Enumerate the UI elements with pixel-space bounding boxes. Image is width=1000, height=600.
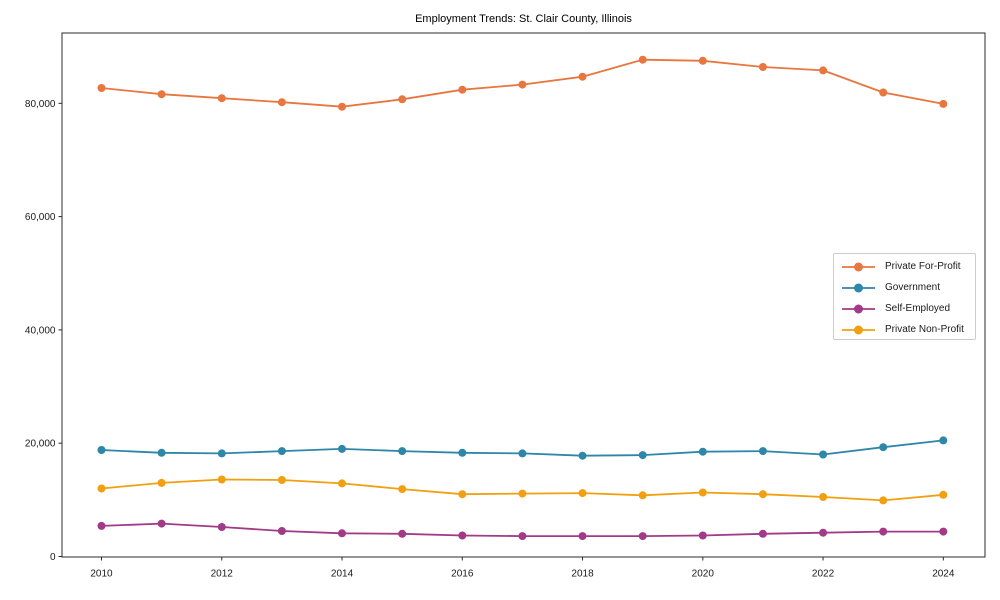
x-tick-label: 2016	[451, 569, 474, 580]
x-tick-label: 2024	[932, 569, 955, 580]
data-point-self-employed-2024	[939, 527, 948, 536]
x-tick-label: 2022	[812, 569, 835, 580]
data-point-private-for-profit-2014	[338, 102, 346, 111]
data-point-self-employed-2014	[338, 529, 346, 538]
data-point-private-non-profit-2019	[638, 491, 647, 500]
legend-label: Government	[885, 282, 941, 293]
legend-dot	[854, 262, 863, 271]
data-point-private-for-profit-2011	[157, 90, 166, 99]
data-point-private-for-profit-2024	[939, 99, 948, 108]
data-point-self-employed-2010	[97, 521, 106, 530]
legend-dot	[854, 325, 863, 334]
data-point-private-non-profit-2018	[578, 489, 587, 498]
data-point-private-for-profit-2013	[277, 98, 286, 107]
data-point-self-employed-2013	[277, 527, 286, 535]
data-point-private-for-profit-2021	[758, 63, 767, 71]
data-point-private-for-profit-2018	[578, 72, 587, 81]
y-tick-label: 60,000	[25, 212, 56, 223]
x-tick-label: 2010	[90, 569, 113, 580]
data-point-self-employed-2015	[398, 529, 407, 538]
legend-label: Self-Employed	[885, 303, 951, 314]
data-point-self-employed-2011	[157, 519, 166, 528]
plot-border	[61, 32, 986, 558]
data-point-private-non-profit-2011	[157, 478, 166, 487]
legend-label: Private For-Profit	[885, 261, 961, 272]
data-point-private-non-profit-2012	[217, 475, 226, 484]
data-point-government-2018	[578, 451, 587, 460]
data-point-private-non-profit-2016	[458, 490, 467, 499]
data-point-government-2013	[277, 447, 286, 456]
data-point-government-2024	[939, 436, 948, 445]
data-point-private-for-profit-2017	[518, 80, 527, 89]
data-point-government-2023	[879, 443, 888, 452]
data-point-private-for-profit-2012	[217, 94, 226, 103]
data-point-self-employed-2019	[638, 532, 647, 541]
data-point-self-employed-2018	[578, 532, 587, 541]
data-point-government-2022	[819, 450, 828, 459]
data-point-private-for-profit-2020	[698, 56, 707, 65]
legend-marker-icon	[842, 304, 875, 313]
data-point-private-non-profit-2010	[97, 484, 106, 493]
y-tick-label: 40,000	[25, 325, 56, 336]
y-tick-label: 0	[50, 552, 56, 563]
x-tick-label: 2020	[692, 569, 715, 580]
data-point-government-2012	[217, 449, 226, 458]
data-point-private-non-profit-2024	[939, 490, 948, 499]
data-point-self-employed-2020	[698, 531, 707, 540]
data-point-private-non-profit-2022	[819, 493, 828, 501]
chart-legend: Private For-Profit Government Self-Employe…	[833, 253, 976, 340]
data-point-private-for-profit-2019	[638, 55, 647, 64]
y-tick-label: 20,000	[25, 439, 56, 450]
data-point-self-employed-2021	[758, 529, 767, 538]
data-point-government-2019	[638, 451, 647, 460]
legend-marker-icon	[842, 262, 875, 271]
x-tick-label: 2014	[331, 569, 354, 580]
data-point-self-employed-2016	[458, 531, 467, 540]
data-point-private-non-profit-2021	[758, 490, 767, 499]
chart-title: Employment Trends: St. Clair County, Ill…	[415, 13, 632, 25]
data-point-private-non-profit-2020	[698, 488, 707, 497]
legend-label: Private Non-Profit	[885, 324, 964, 335]
legend-dot	[854, 283, 863, 292]
data-point-self-employed-2023	[879, 527, 888, 536]
data-point-self-employed-2022	[819, 528, 828, 537]
legend-item-self-employed: Self-Employed	[841, 298, 975, 319]
data-point-government-2021	[758, 447, 767, 456]
data-point-private-non-profit-2017	[518, 489, 527, 498]
data-point-government-2020	[698, 447, 707, 456]
legend-item-private-for-profit: Private For-Profit	[841, 256, 975, 277]
data-point-self-employed-2012	[217, 523, 226, 531]
data-point-private-for-profit-2015	[398, 95, 407, 104]
x-tick-label: 2012	[211, 569, 234, 580]
data-point-private-non-profit-2013	[277, 476, 286, 484]
data-point-government-2010	[97, 446, 106, 454]
legend-marker-icon	[842, 283, 875, 292]
legend-dot	[854, 304, 863, 313]
data-point-private-for-profit-2023	[879, 88, 888, 97]
data-point-private-for-profit-2022	[819, 66, 828, 75]
data-point-private-for-profit-2010	[97, 84, 106, 92]
data-point-government-2011	[157, 448, 166, 457]
data-point-private-non-profit-2023	[879, 496, 888, 505]
data-point-private-non-profit-2015	[398, 485, 407, 494]
y-tick-label: 80,000	[25, 99, 56, 110]
data-point-government-2015	[398, 447, 407, 456]
data-point-self-employed-2017	[518, 532, 527, 541]
legend-item-government: Government	[841, 277, 975, 298]
x-tick-label: 2018	[571, 569, 594, 580]
data-point-government-2016	[458, 448, 467, 457]
legend-item-private-non-profit: Private Non-Profit	[841, 319, 975, 340]
legend-marker-icon	[842, 325, 875, 334]
data-point-private-non-profit-2014	[338, 479, 346, 488]
data-point-private-for-profit-2016	[458, 85, 467, 94]
data-point-government-2014	[338, 444, 346, 453]
data-point-government-2017	[518, 449, 527, 458]
